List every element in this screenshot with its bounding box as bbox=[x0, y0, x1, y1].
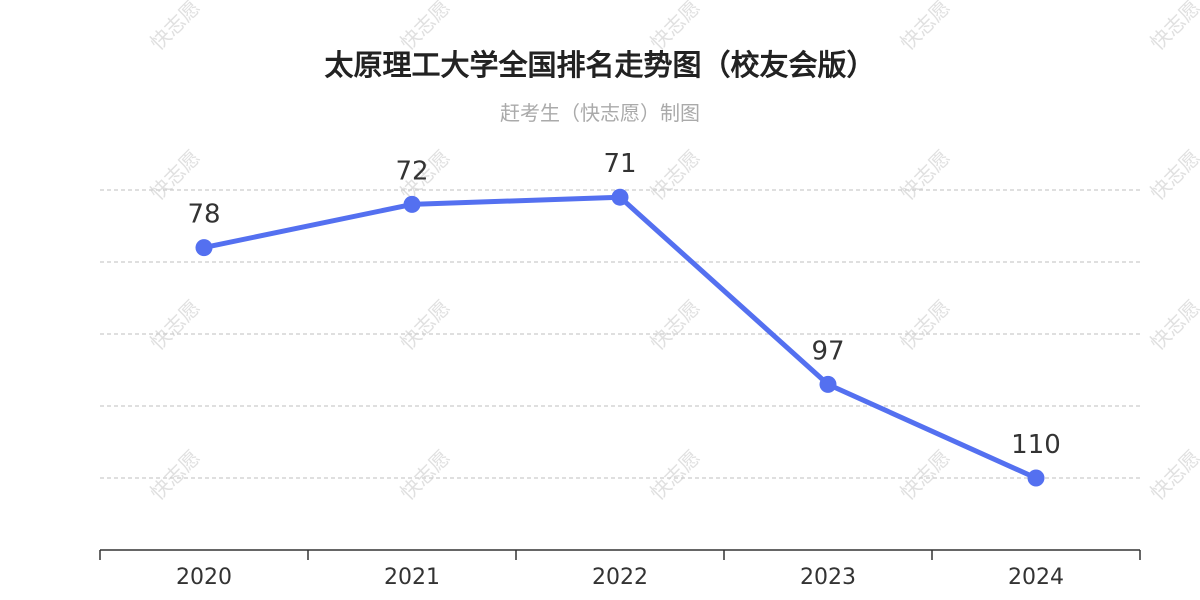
watermark-text: 快志愿 bbox=[645, 145, 704, 204]
watermark-text: 快志愿 bbox=[895, 145, 954, 204]
watermark-text: 快志愿 bbox=[645, 295, 704, 354]
data-point bbox=[611, 188, 629, 206]
watermark-text: 快志愿 bbox=[145, 295, 204, 354]
watermark-text: 快志愿 bbox=[1145, 0, 1200, 55]
watermark-text: 快志愿 bbox=[145, 0, 204, 55]
x-tick-label: 2020 bbox=[176, 565, 232, 590]
series-layer: 78 72 71 97 110 bbox=[187, 149, 1061, 487]
watermark-text: 快志愿 bbox=[1145, 145, 1200, 204]
watermark-text: 快志愿 bbox=[145, 445, 204, 504]
data-label: 72 bbox=[395, 156, 428, 186]
data-label: 97 bbox=[811, 336, 844, 366]
data-point bbox=[403, 195, 421, 213]
watermark-text: 快志愿 bbox=[145, 145, 204, 204]
x-tick-label: 2024 bbox=[1008, 565, 1064, 590]
watermark-text: 快志愿 bbox=[1145, 295, 1200, 354]
data-point bbox=[819, 375, 837, 393]
data-label: 110 bbox=[1011, 430, 1061, 460]
x-tick-label: 2023 bbox=[800, 565, 856, 590]
data-label: 71 bbox=[603, 149, 636, 179]
data-point bbox=[1027, 469, 1045, 487]
grid-lines bbox=[100, 189, 1140, 479]
watermark-text: 快志愿 bbox=[1145, 445, 1200, 504]
watermark-text: 快志愿 bbox=[645, 0, 704, 55]
watermark-text: 快志愿 bbox=[895, 0, 954, 55]
watermark-text: 快志愿 bbox=[895, 295, 954, 354]
watermark-text: 快志愿 bbox=[395, 0, 454, 55]
data-label: 78 bbox=[187, 200, 220, 230]
data-point bbox=[195, 239, 213, 257]
x-tick-label: 2021 bbox=[384, 565, 440, 590]
watermark-text: 快志愿 bbox=[895, 445, 954, 504]
chart-subtitle: 赶考生（快志愿）制图 bbox=[500, 101, 700, 125]
watermark-text: 快志愿 bbox=[645, 445, 704, 504]
x-axis: 2020 2021 2022 2023 2024 bbox=[99, 549, 1141, 590]
watermark-text: 快志愿 bbox=[395, 295, 454, 354]
watermark-text: 快志愿 bbox=[395, 445, 454, 504]
x-tick-label: 2022 bbox=[592, 565, 648, 590]
chart-title: 太原理工大学全国排名走势图（校友会版） bbox=[324, 48, 875, 82]
